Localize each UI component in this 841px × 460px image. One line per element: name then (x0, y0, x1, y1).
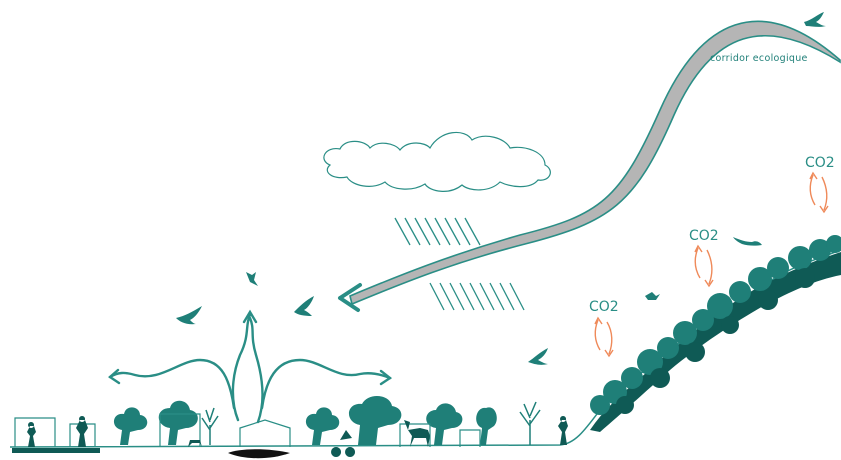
corridor-label: corridor ecologique (710, 53, 808, 64)
co2-cycle-arrow-icon (809, 171, 829, 214)
buildings (14, 413, 481, 447)
rain-icon (394, 217, 525, 311)
deer-icon (404, 420, 430, 447)
co2-label: CO2 (589, 299, 619, 315)
bird-icon (733, 237, 762, 246)
forest (590, 235, 841, 415)
tree-icon (348, 395, 402, 445)
tree-icon (476, 407, 497, 445)
tree-icon (305, 407, 340, 445)
person-icon (27, 422, 36, 447)
tree-icon (519, 401, 541, 445)
bird-icon (528, 348, 548, 365)
co2-label: CO2 (805, 155, 835, 171)
bird-icon (294, 296, 314, 316)
bird-icon (176, 306, 202, 325)
cyclist-icon (331, 430, 356, 457)
dog-icon (188, 440, 202, 447)
cloud-icon (323, 131, 551, 192)
tree-icon (426, 403, 463, 445)
co2-cycle-arrow-icon (694, 244, 714, 288)
valley-trees (113, 395, 541, 445)
co2-label: CO2 (689, 228, 719, 244)
tree-icon (201, 407, 219, 445)
bird-icon (246, 272, 258, 286)
person-icon (76, 416, 88, 447)
air-flow-arrows (108, 309, 393, 424)
bird-icon (804, 12, 826, 27)
corridor-arrow (338, 20, 841, 312)
co2-cycle-arrow-icon (594, 316, 614, 358)
tree-icon (113, 407, 148, 445)
bird-icon (645, 292, 660, 300)
person-icon (558, 416, 568, 445)
tree-icon (158, 400, 198, 445)
